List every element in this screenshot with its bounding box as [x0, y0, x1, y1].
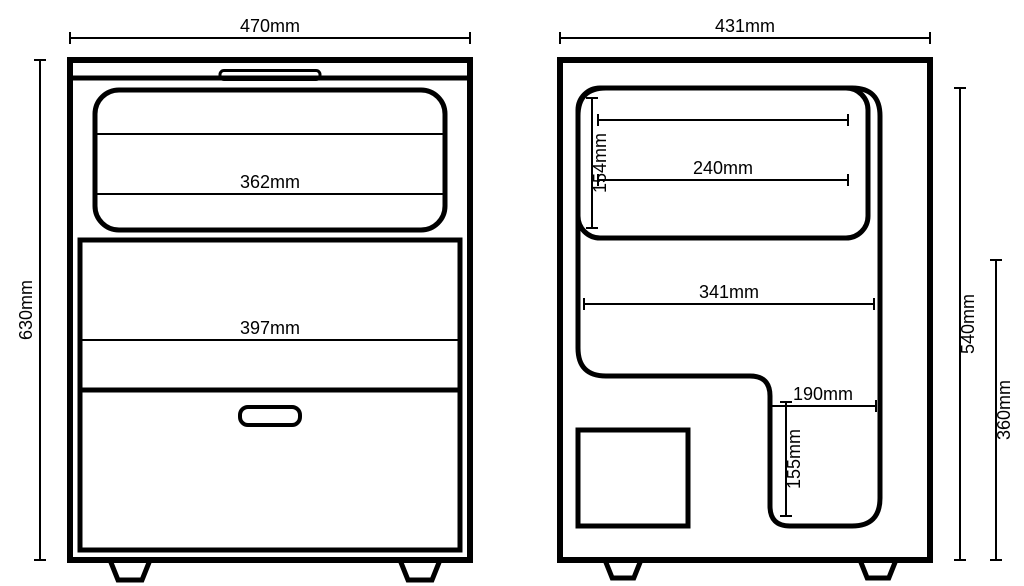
front-panel-mid: [80, 240, 460, 390]
dim-front-362-label: 362mm: [240, 172, 300, 192]
dim-rear-top-label: 431mm: [715, 16, 775, 36]
rear-bottom-block: [578, 430, 688, 526]
front-drawer: [80, 390, 460, 550]
front-top-handle: [220, 71, 320, 80]
dim-front-top-label: 470mm: [240, 16, 300, 36]
dim-rear-540-label: 540mm: [958, 294, 978, 354]
front-inner-top: [95, 90, 445, 230]
dim-rear-360-label: 360mm: [994, 380, 1014, 440]
rear-cavity: [578, 88, 880, 526]
dim-rear-341-label: 341mm: [699, 282, 759, 302]
dim-rear-155-label: 155mm: [784, 429, 804, 489]
dim-rear-154-label: 154mm: [590, 133, 610, 193]
dim-rear-240-label: 240mm: [693, 158, 753, 178]
front-drawer-handle: [240, 407, 300, 425]
dim-front-397-label: 397mm: [240, 318, 300, 338]
dim-rear-190-label: 190mm: [793, 384, 853, 404]
dim-front-left-label: 630mm: [16, 280, 36, 340]
